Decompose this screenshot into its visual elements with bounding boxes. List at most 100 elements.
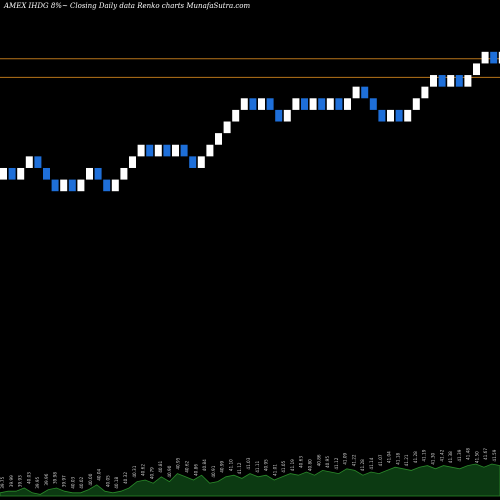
volume-label-6: 39.98 — [53, 472, 58, 484]
volume-label-16: 40.62 — [141, 464, 146, 476]
brick-3 — [25, 156, 33, 168]
brick-49 — [421, 86, 429, 99]
brick-34 — [292, 98, 300, 110]
volume-label-19: 40.90 — [167, 465, 172, 477]
brick-39 — [335, 98, 343, 110]
brick-7 — [60, 179, 68, 192]
volume-label-31: 41.01 — [272, 464, 277, 476]
volume-label-39: 41.09 — [343, 452, 348, 464]
brick-52 — [447, 75, 455, 87]
brick-8 — [68, 179, 76, 192]
volume-label-7: 39.97 — [62, 475, 67, 487]
volume-label-45: 41.18 — [395, 452, 400, 464]
volume-label-5: 39.96 — [44, 473, 49, 485]
brick-20 — [172, 144, 179, 157]
volume-label-14: 40.32 — [123, 472, 128, 484]
volume-label-27: 41.12 — [237, 462, 242, 474]
volume-label-46: 41.21 — [404, 454, 409, 466]
horizontal-lines — [0, 58, 500, 78]
volume-label-9: 40.02 — [79, 476, 84, 488]
brick-23 — [197, 156, 205, 168]
brick-1 — [8, 167, 16, 180]
brick-31 — [266, 98, 274, 110]
brick-13 — [111, 179, 119, 192]
brick-12 — [103, 179, 111, 192]
brick-32 — [275, 109, 283, 122]
brick-53 — [455, 75, 463, 87]
volume-label-48: 41.19 — [422, 449, 427, 461]
brick-4 — [34, 156, 42, 168]
brick-51 — [438, 75, 446, 87]
volume-label-13: 40.18 — [114, 476, 119, 488]
brick-47 — [404, 109, 412, 122]
brick-54 — [464, 75, 472, 87]
brick-29 — [249, 98, 257, 110]
brick-30 — [258, 98, 265, 110]
brick-46 — [395, 109, 403, 122]
volume-label-17: 40.79 — [149, 467, 154, 479]
volume-label-26: 41.10 — [228, 459, 233, 471]
volume-label-36: 40.86 — [316, 454, 321, 466]
volume-label-49: 41.30 — [431, 452, 436, 464]
brick-44 — [378, 109, 386, 122]
brick-21 — [180, 144, 188, 157]
volume-label-20: 40.95 — [176, 457, 181, 469]
brick-14 — [120, 167, 128, 180]
volume-label-22: 40.86 — [193, 464, 198, 476]
chart-title: AMEX IHDG 8%~ Closing Daily data Renko c… — [4, 2, 251, 10]
volume-label-10: 40.00 — [88, 473, 93, 485]
brick-35 — [301, 98, 308, 110]
volume-label-55: 41.67 — [483, 448, 488, 460]
renko-bricks — [0, 51, 500, 192]
volume-label-37: 40.95 — [325, 456, 330, 468]
brick-38 — [326, 98, 334, 110]
brick-56 — [481, 51, 489, 64]
volume-label-40: 41.22 — [351, 454, 356, 466]
brick-5 — [43, 167, 50, 180]
volume-label-12: 40.05 — [105, 475, 110, 487]
volume-label-28: 41.03 — [246, 457, 251, 469]
brick-15 — [129, 156, 136, 168]
brick-17 — [146, 144, 154, 157]
brick-58 — [498, 51, 500, 64]
volume-label-44: 41.04 — [387, 451, 392, 463]
volume-label-30: 40.95 — [264, 459, 269, 471]
brick-42 — [361, 86, 369, 99]
volume-label-15: 40.31 — [132, 465, 137, 477]
volume-label-51: 41.38 — [448, 451, 453, 463]
volume-label-11: 40.04 — [97, 468, 102, 480]
brick-37 — [318, 98, 326, 110]
volume-label-52: 41.39 — [457, 449, 462, 461]
volume-label-42: 41.14 — [369, 457, 374, 469]
brick-43 — [369, 98, 377, 110]
brick-10 — [86, 167, 93, 180]
volume-label-18: 40.81 — [158, 460, 163, 472]
volume-label-32: 41.05 — [281, 460, 286, 472]
volume-label-53: 41.48 — [466, 448, 471, 460]
volume-area — [0, 463, 500, 497]
volume-label-21: 40.62 — [185, 460, 190, 472]
brick-25 — [215, 133, 222, 145]
volume-label-35: 40.80 — [308, 459, 313, 471]
brick-41 — [352, 86, 360, 99]
brick-24 — [206, 144, 214, 157]
volume-area-path — [0, 463, 500, 497]
volume-label-43: 41.07 — [378, 454, 383, 466]
volume-label-41: 41.28 — [360, 459, 365, 471]
brick-36 — [309, 98, 317, 110]
volume-label-38: 41.12 — [334, 457, 339, 469]
volume-label-33: 41.19 — [290, 459, 295, 471]
brick-0 — [0, 167, 7, 180]
brick-22 — [189, 156, 197, 168]
volume-label-56: 41.59 — [492, 449, 497, 461]
brick-48 — [412, 98, 420, 110]
volume-label-29: 41.11 — [255, 460, 260, 472]
brick-28 — [240, 98, 248, 110]
brick-57 — [490, 51, 498, 64]
volume-label-3: 40.03 — [26, 472, 31, 484]
volume-label-1: 39.99 — [9, 475, 14, 487]
volume-label-2: 39.93 — [18, 475, 23, 487]
volume-label-47: 41.28 — [413, 451, 418, 463]
volume-labels: 39.75 39.99 39.93 40.03 39.95 39.96 39.98 39.97… — [0, 448, 497, 489]
